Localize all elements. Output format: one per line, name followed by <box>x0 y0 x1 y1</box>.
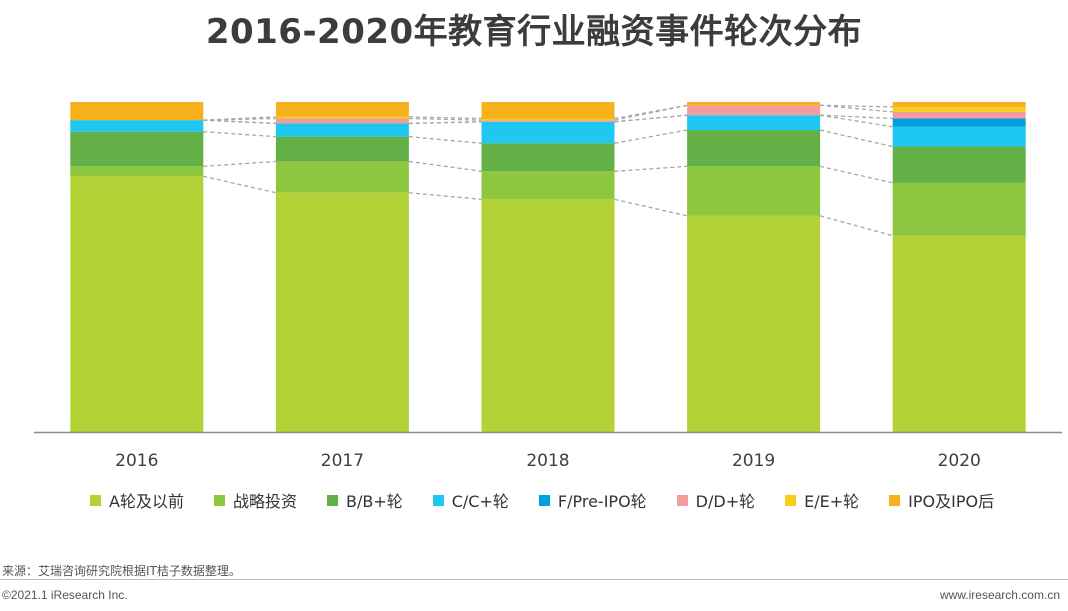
connector-line <box>408 121 482 125</box>
legend-item: B/B+轮 <box>326 488 403 512</box>
connector-line <box>203 119 276 125</box>
bar-segment <box>481 199 615 432</box>
copyright: ©2021.1 iResearch Inc. <box>2 588 128 602</box>
connector-line <box>614 104 688 120</box>
connector-line <box>820 104 893 108</box>
bar-segment <box>892 102 1026 107</box>
bar-segment <box>687 105 821 116</box>
bar-segment <box>70 102 204 121</box>
connector-line <box>614 129 688 144</box>
connector-line <box>203 175 277 194</box>
x-tick-label: 2019 <box>732 451 775 471</box>
bar-segment <box>275 136 409 162</box>
legend-swatch <box>538 494 550 506</box>
legend-swatch <box>432 494 444 506</box>
x-tick-label: 2020 <box>938 451 981 471</box>
legend-item: IPO及IPO后 <box>889 488 994 512</box>
bar-segment <box>275 118 409 124</box>
footer-divider <box>0 579 1068 580</box>
connector-line <box>408 192 482 200</box>
bar-segment <box>687 166 821 216</box>
connector-line <box>614 114 688 123</box>
connector-line <box>820 104 893 113</box>
bar-segment <box>275 123 409 137</box>
bar-segment <box>892 118 1026 127</box>
bar-segment <box>481 118 615 121</box>
bar-segment <box>892 126 1026 147</box>
legend-swatch <box>326 494 338 506</box>
connector-line <box>819 129 893 148</box>
bar-segment <box>70 120 204 132</box>
bar-segment <box>275 102 409 117</box>
bar-segment <box>481 171 615 200</box>
legend-label: 战略投资 <box>232 492 297 511</box>
legend-label: B/B+轮 <box>345 492 403 511</box>
bar-segment <box>481 121 615 144</box>
connector-line <box>408 136 482 144</box>
bar-segment <box>892 146 1026 183</box>
bar-segment <box>892 235 1026 432</box>
bar-segment <box>275 116 409 119</box>
bar-segment <box>892 182 1026 236</box>
legend-swatch <box>90 494 101 506</box>
bar-segment <box>687 130 821 167</box>
chart-title: 2016-2020年教育行业融资事件轮次分布 <box>205 12 863 52</box>
connector-line <box>819 215 893 237</box>
bar-segment <box>481 120 615 122</box>
connector-line <box>408 117 482 121</box>
x-tick-label: 2016 <box>115 451 158 471</box>
bar-segment <box>70 131 204 167</box>
source-note: 来源：艾瑞咨询研究院根据IT桔子数据整理。 <box>2 564 241 578</box>
legend-item: E/E+轮 <box>785 488 859 512</box>
legend-label: E/E+轮 <box>804 492 860 511</box>
legend-swatch <box>676 494 688 506</box>
legend-item: 战略投资 <box>213 488 297 512</box>
website-url: www.iresearch.com.cn <box>939 588 1060 602</box>
bar-segment <box>481 143 615 172</box>
legend-label: F/Pre-IPO轮 <box>557 492 647 511</box>
bar-segment <box>275 192 409 432</box>
legend: A轮及以前 战略投资 B/B+轮 C/C+轮 F/Pre-IPO轮 D/D+轮 E/E+轮 I… <box>90 489 1040 511</box>
legend-item: D/D+轮 <box>676 488 756 512</box>
legend-item: C/C+轮 <box>432 488 509 512</box>
bar-segment <box>275 161 409 193</box>
connector-line <box>819 114 893 128</box>
connector-line <box>203 160 276 167</box>
bar-segment <box>892 106 1026 112</box>
connector-line <box>408 116 482 120</box>
connector-line <box>203 117 276 121</box>
bar-segment <box>70 176 204 432</box>
bar-segment <box>70 166 204 177</box>
bar-segment <box>687 215 821 432</box>
legend-label: C/C+轮 <box>451 492 509 511</box>
connector-line <box>820 114 893 120</box>
legend-item: F/Pre-IPO轮 <box>538 488 647 512</box>
legend-item: A轮及以前 <box>90 488 184 512</box>
bar-segment <box>687 115 821 131</box>
x-tick-label: 2017 <box>321 451 364 471</box>
legend-label: D/D+轮 <box>695 492 756 511</box>
connector-line <box>614 165 688 172</box>
connector-line <box>408 160 482 172</box>
connector-line <box>203 116 276 121</box>
connector-line <box>614 198 688 217</box>
legend-label: IPO及IPO后 <box>908 492 995 511</box>
legend-swatch <box>889 494 901 506</box>
legend-swatch <box>785 494 797 506</box>
legend-swatch <box>213 494 225 506</box>
connector-line <box>614 104 688 121</box>
bar-segment <box>892 111 1026 119</box>
connector-line <box>819 165 893 184</box>
connector-line <box>203 131 276 138</box>
bar-segment <box>687 102 821 106</box>
stacked-bar-chart: 2016 2017 2018 2019 2020 <box>34 102 1062 471</box>
x-tick-label: 2018 <box>526 451 569 471</box>
legend-label: A轮及以前 <box>109 492 184 511</box>
bar-segment <box>481 102 615 119</box>
